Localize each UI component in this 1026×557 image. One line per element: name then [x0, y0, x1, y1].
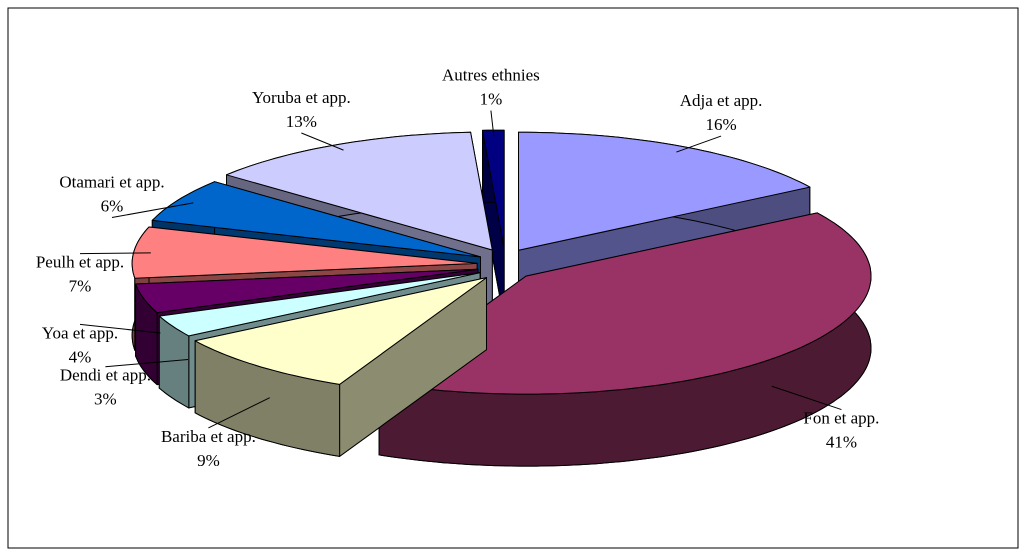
slice	[482, 129, 505, 321]
value-label: 13%	[286, 112, 317, 131]
category-label: Yoa et app.	[42, 323, 118, 342]
value-label: 9%	[197, 451, 220, 470]
category-label: Autres ethnies	[442, 66, 540, 85]
value-label: 6%	[101, 196, 124, 215]
value-label: 1%	[480, 90, 503, 109]
category-label: Peulh et app.	[36, 252, 124, 271]
slice-top	[151, 181, 481, 258]
leader-line	[771, 385, 842, 411]
category-label: Dendi et app.	[60, 366, 151, 385]
leader-line	[79, 252, 151, 255]
slice-top	[226, 131, 493, 251]
slice-top	[378, 212, 872, 395]
slice-top	[158, 272, 481, 337]
leader-line	[105, 359, 189, 368]
slice-top	[194, 277, 487, 385]
category-label: Bariba et app.	[161, 427, 256, 446]
leader-line	[676, 135, 722, 153]
leader-line	[301, 132, 344, 151]
value-label: 41%	[826, 432, 857, 451]
category-label: Yoruba et app.	[252, 88, 351, 107]
value-label: 3%	[94, 390, 117, 409]
category-label: Otamari et app.	[59, 172, 164, 191]
slice-top	[131, 226, 478, 279]
slice-top	[518, 131, 811, 251]
value-label: 16%	[705, 115, 736, 134]
slice	[194, 277, 487, 457]
value-label: 7%	[69, 276, 92, 295]
leader-line	[490, 110, 495, 137]
slice-top	[135, 268, 479, 314]
category-label: Adja et app.	[680, 91, 763, 110]
category-label: Fon et app.	[803, 408, 879, 427]
leader-line	[208, 397, 270, 429]
leader-line	[79, 323, 161, 334]
leader-line	[111, 202, 194, 219]
value-label: 4%	[69, 347, 92, 366]
